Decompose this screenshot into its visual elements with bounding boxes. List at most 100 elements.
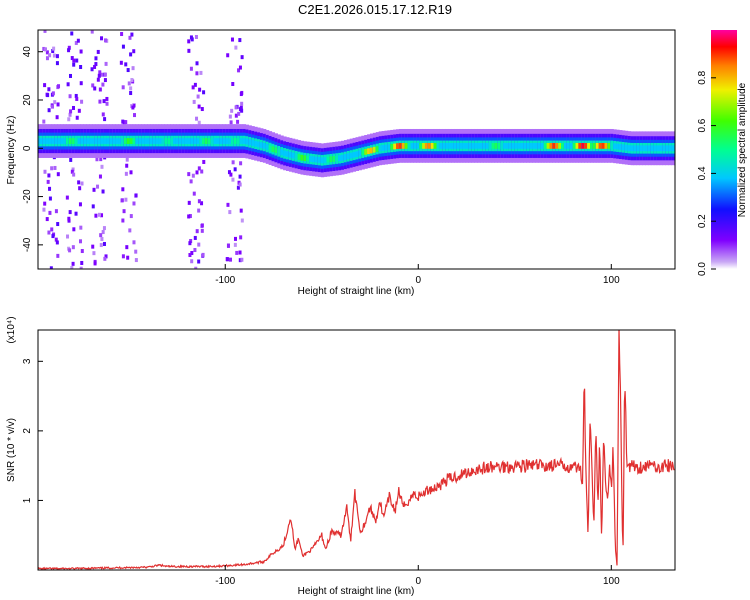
noise-speckle xyxy=(42,207,46,212)
noise-speckle xyxy=(225,257,229,262)
noise-speckle xyxy=(190,251,194,256)
spectrogram-cell xyxy=(207,138,212,144)
noise-speckle xyxy=(92,187,96,192)
noise-speckle xyxy=(100,164,104,169)
spectrogram-cell xyxy=(523,142,527,149)
spectrogram-cell xyxy=(607,142,611,149)
noise-speckle xyxy=(54,209,58,214)
noise-speckle xyxy=(51,91,55,96)
noise-speckle xyxy=(130,32,134,37)
noise-speckle xyxy=(80,260,84,265)
noise-speckle xyxy=(197,208,201,213)
spectrogram-cell xyxy=(158,138,163,144)
noise-speckle xyxy=(240,218,244,223)
noise-speckle xyxy=(80,99,84,104)
noise-speckle xyxy=(121,44,125,49)
spectrogram-cell xyxy=(242,138,247,144)
spectrogram-panel: -100 0 100 -40 -20 0 20 40 Height of straight l… xyxy=(6,29,676,297)
noise-speckle xyxy=(129,170,133,175)
noise-speckle xyxy=(94,62,98,67)
noise-speckle xyxy=(52,53,56,58)
noise-speckle xyxy=(52,46,56,51)
spectrogram-cell xyxy=(416,142,420,149)
noise-speckle xyxy=(75,58,79,63)
noise-speckle xyxy=(67,117,71,122)
spectrogram-cell xyxy=(309,156,313,162)
noise-speckle xyxy=(98,174,102,179)
spectrogram-cell xyxy=(320,157,325,164)
noise-speckle xyxy=(66,82,70,87)
spectrogram-cell xyxy=(451,142,455,149)
noise-speckle xyxy=(238,258,242,263)
noise-speckle xyxy=(127,81,131,86)
noise-speckle xyxy=(121,119,125,124)
spectrogram-cell xyxy=(144,138,148,144)
spectrogram-cell xyxy=(546,142,551,149)
spectrogram-cell xyxy=(482,142,487,149)
noise-speckle xyxy=(129,214,133,219)
noise-speckle xyxy=(45,50,49,55)
noise-speckle xyxy=(188,253,192,258)
noise-speckle xyxy=(234,45,238,50)
spectrogram-cell xyxy=(419,142,423,149)
spectrogram-cell xyxy=(303,155,307,162)
noise-speckle xyxy=(72,227,76,232)
noise-speckle xyxy=(71,245,75,250)
noise-speckle xyxy=(68,210,72,215)
snr-y-tick-label: 3 xyxy=(22,358,33,364)
noise-speckle xyxy=(43,83,47,88)
spectrogram-cell xyxy=(164,138,168,144)
spectrogram-cell xyxy=(135,138,139,144)
snr-y-tick-label: 1 xyxy=(22,497,33,503)
noise-speckle xyxy=(122,121,126,126)
snr-series-line xyxy=(38,330,675,570)
spectrogram-cell xyxy=(627,145,632,151)
spectrogram-cell xyxy=(587,142,591,149)
noise-speckle xyxy=(48,186,52,191)
spectrogram-cell xyxy=(225,138,229,144)
spectrogram-cell xyxy=(592,142,597,149)
noise-speckle xyxy=(238,250,242,255)
noise-speckle xyxy=(236,119,240,124)
noise-speckle xyxy=(231,81,235,86)
noise-speckle xyxy=(227,170,231,175)
noise-speckle xyxy=(133,113,137,118)
spectrogram-cell xyxy=(175,138,180,144)
spectrogram-cell xyxy=(543,142,548,149)
spectrogram-cell xyxy=(54,138,58,144)
spectrogram-x-tick-label: 100 xyxy=(603,275,620,286)
spectrogram-cell xyxy=(393,143,397,150)
noise-speckle xyxy=(234,105,238,110)
noise-speckle xyxy=(233,167,237,172)
spectrogram-y-tick-label: 0 xyxy=(22,145,33,151)
spectrogram-cell xyxy=(236,138,241,144)
spectrogram-x-tick-label: 0 xyxy=(415,275,421,286)
noise-speckle xyxy=(124,171,128,176)
noise-speckle xyxy=(70,266,74,269)
spectrogram-cell xyxy=(57,138,61,144)
colorbar-tick-label: 0.6 xyxy=(697,118,708,132)
noise-speckle xyxy=(96,184,100,189)
noise-speckle xyxy=(228,114,232,119)
spectrogram-cell xyxy=(120,138,125,144)
spectrogram-cell xyxy=(129,138,134,144)
spectrogram-cell xyxy=(38,138,41,144)
noise-speckle xyxy=(66,234,70,239)
noise-speckle xyxy=(124,197,128,202)
page-title: C2E1.2026.015.17.12.R19 xyxy=(298,2,452,17)
noise-speckle xyxy=(103,38,107,43)
noise-speckle xyxy=(239,208,243,213)
spectrogram-cell xyxy=(199,138,203,144)
spectrogram-cell xyxy=(503,142,507,149)
noise-speckle xyxy=(70,169,74,174)
noise-speckle xyxy=(238,182,242,187)
noise-speckle xyxy=(200,169,204,174)
spectrogram-cell xyxy=(494,142,498,149)
spectrogram-cell xyxy=(167,138,171,144)
noise-speckle xyxy=(231,160,235,165)
noise-speckle xyxy=(124,120,128,125)
noise-speckle xyxy=(91,244,95,249)
spectrogram-cell xyxy=(65,138,70,144)
noise-speckle xyxy=(194,266,198,269)
spectrogram-cell xyxy=(633,145,637,152)
